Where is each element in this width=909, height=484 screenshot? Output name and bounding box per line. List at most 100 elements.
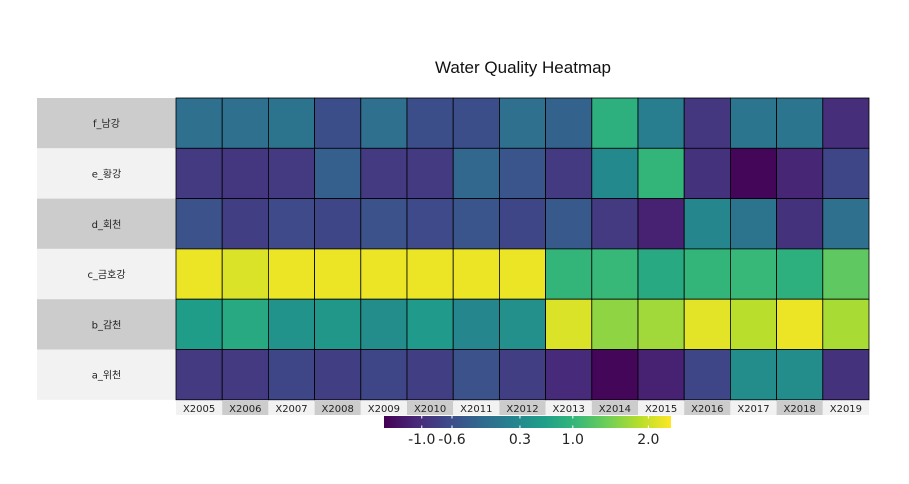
heatmap-cell — [776, 198, 824, 250]
heatmap-cell — [776, 248, 824, 300]
heatmap-cell — [175, 349, 223, 401]
row-label: e_황강 — [92, 168, 122, 180]
heatmap-cell — [591, 298, 639, 350]
heatmap-cell — [591, 198, 639, 250]
heatmap-cell — [730, 147, 778, 200]
heatmap-cell — [637, 349, 685, 401]
heatmap-cell — [730, 298, 778, 350]
column-strip — [545, 401, 592, 415]
heatmap-cell — [498, 147, 546, 200]
heatmap-cell — [267, 147, 315, 200]
row-label-strips: f_남강 e_황강 d_회천 c_금호강 b_감천 a_위천 — [37, 98, 176, 400]
heatmap-cell — [730, 349, 778, 401]
heatmap-cell — [314, 147, 362, 200]
heatmap-cell — [314, 298, 362, 350]
heatmap-cell — [175, 298, 223, 350]
column-strip — [453, 401, 500, 415]
heatmap-cell — [683, 248, 731, 300]
heatmap-cell — [175, 97, 223, 149]
row-strip — [37, 198, 176, 249]
row-label: f_남강 — [93, 118, 120, 130]
colorbar-tick-label: 0.3 — [509, 432, 531, 448]
column-label: X2006 — [229, 404, 261, 415]
heatmap-cell — [591, 349, 639, 401]
chart-title: Water Quality Heatmap — [434, 58, 612, 77]
heatmap-cell — [406, 298, 454, 350]
heatmap-cell — [360, 349, 408, 401]
heatmap-cells — [175, 97, 870, 401]
heatmap-cell — [360, 248, 408, 300]
column-strip — [730, 401, 777, 415]
heatmap-cell — [822, 349, 870, 401]
column-label: X2007 — [275, 404, 307, 415]
heatmap-cell — [406, 198, 454, 250]
column-label: X2011 — [460, 404, 492, 415]
column-label: X2014 — [599, 404, 631, 415]
heatmap-cell — [452, 198, 500, 250]
heatmap-cell — [314, 349, 362, 401]
column-strip — [407, 401, 454, 415]
column-label: X2005 — [183, 404, 215, 415]
heatmap-cell — [175, 198, 223, 250]
row-label: c_금호강 — [87, 269, 125, 281]
row-strip — [37, 349, 176, 400]
column-label: X2018 — [784, 404, 816, 415]
heatmap-cell — [498, 97, 546, 149]
heatmap-cell — [406, 349, 454, 401]
heatmap-cell — [406, 97, 454, 149]
heatmap-cell — [452, 298, 500, 350]
heatmap-cell — [267, 248, 315, 300]
heatmap-cell — [175, 248, 223, 300]
heatmap-cell — [545, 248, 593, 300]
heatmap-cell — [776, 97, 824, 149]
column-strip — [822, 401, 869, 415]
heatmap-cell — [683, 198, 731, 250]
column-strip — [222, 401, 269, 415]
column-label: X2009 — [368, 404, 400, 415]
column-strip — [776, 401, 823, 415]
row-strip — [37, 148, 176, 199]
heatmap-cell — [406, 147, 454, 200]
heatmap-cell — [683, 147, 731, 200]
heatmap-cell — [498, 349, 546, 401]
heatmap-cell — [637, 198, 685, 250]
heatmap-cell — [730, 198, 778, 250]
heatmap-cell — [637, 248, 685, 300]
heatmap-cell — [498, 298, 546, 350]
heatmap-cell — [498, 198, 546, 250]
column-strip — [360, 401, 407, 415]
heatmap-cell — [822, 248, 870, 300]
heatmap-cell — [591, 147, 639, 200]
column-strip — [499, 401, 546, 415]
column-label: X2016 — [691, 404, 723, 415]
heatmap-cell — [360, 97, 408, 149]
heatmap-cell — [221, 147, 269, 200]
column-strip — [176, 401, 223, 415]
heatmap-cell — [637, 298, 685, 350]
heatmap-cell — [221, 198, 269, 250]
heatmap-cell — [452, 97, 500, 149]
heatmap-cell — [221, 248, 269, 300]
column-strip — [591, 401, 638, 415]
heatmap-cell — [730, 97, 778, 149]
heatmap-cell — [267, 298, 315, 350]
heatmap-cell — [452, 349, 500, 401]
heatmap-cell — [591, 97, 639, 149]
heatmap-cell — [221, 97, 269, 149]
heatmap-cell — [683, 349, 731, 401]
heatmap-cell — [221, 349, 269, 401]
heatmap-cell — [776, 298, 824, 350]
heatmap-cell — [545, 298, 593, 350]
heatmap-cell — [822, 97, 870, 149]
heatmap-cell — [776, 349, 824, 401]
heatmap-cell — [360, 298, 408, 350]
row-strip — [37, 98, 176, 149]
column-label: X2015 — [645, 404, 677, 415]
colorbar-gradient — [384, 416, 671, 428]
column-strip — [638, 401, 685, 415]
row-label: d_회천 — [92, 219, 122, 231]
heatmap-cell — [267, 97, 315, 149]
colorbar-tick-label: 2.0 — [637, 432, 659, 448]
heatmap-cell — [545, 147, 593, 200]
